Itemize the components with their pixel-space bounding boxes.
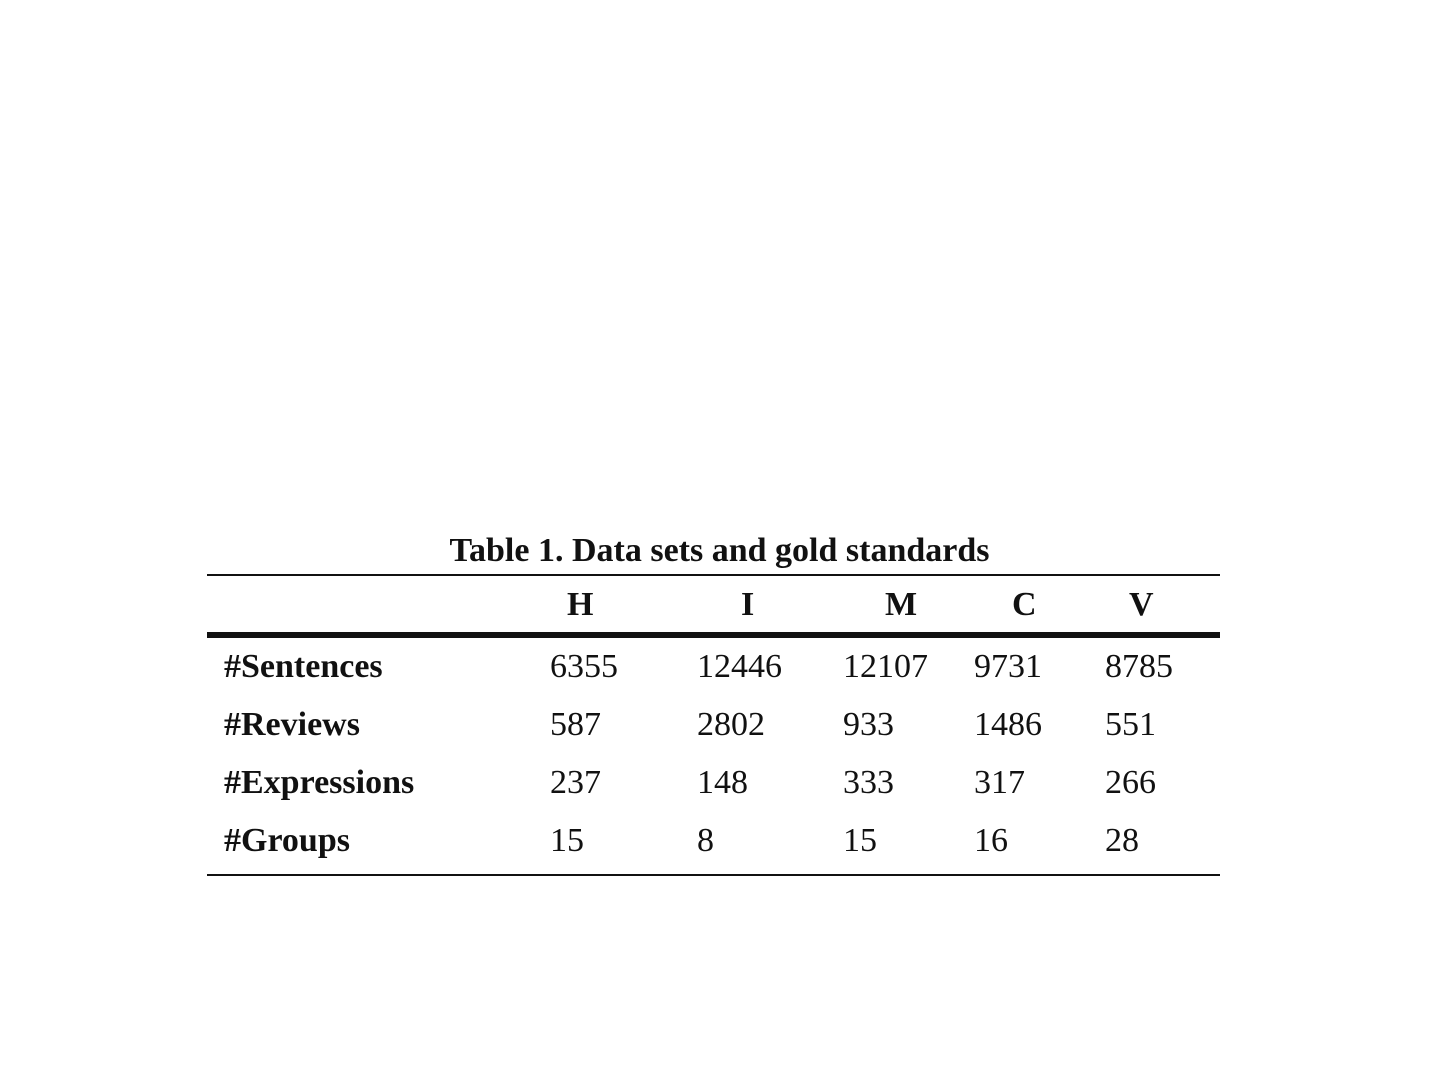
- table-cell: 1486: [974, 706, 1042, 743]
- table-cell: 266: [1105, 764, 1156, 801]
- row-label: #Groups: [224, 822, 350, 859]
- column-header-i: I: [741, 586, 755, 623]
- table-cell: 9731: [974, 648, 1042, 685]
- table-cell: 8785: [1105, 648, 1173, 685]
- table-body: #Sentences 6355 12446 12107 9731 8785 #R…: [207, 638, 1220, 874]
- row-label: #Sentences: [224, 648, 383, 685]
- row-label: #Expressions: [224, 764, 415, 801]
- table-cell: 148: [697, 764, 748, 801]
- header-rule: [207, 632, 1220, 638]
- table-cell: 2802: [697, 706, 765, 743]
- table-header-row: H I M C V: [207, 576, 1220, 632]
- table-caption: Table 1. Data sets and gold standards: [449, 532, 990, 569]
- table-cell: 12107: [843, 648, 928, 685]
- table-cell: 317: [974, 764, 1025, 801]
- table-cell: 933: [843, 706, 894, 743]
- column-header-v: V: [1129, 586, 1154, 623]
- column-header-h: H: [567, 586, 594, 623]
- table-cell: 15: [550, 822, 584, 859]
- table-row-groups: #Groups 15 8 15 16 28: [207, 812, 1220, 870]
- table-cell: 587: [550, 706, 601, 743]
- table-cell: 12446: [697, 648, 782, 685]
- column-header-m: M: [885, 586, 918, 623]
- column-header-c: C: [1012, 586, 1037, 623]
- table-row-sentences: #Sentences 6355 12446 12107 9731 8785: [207, 638, 1220, 696]
- table-cell: 28: [1105, 822, 1139, 859]
- table-cell: 16: [974, 822, 1008, 859]
- table-cell: 15: [843, 822, 877, 859]
- table-cell: 333: [843, 764, 894, 801]
- table-row-reviews: #Reviews 587 2802 933 1486 551: [207, 696, 1220, 754]
- table-cell: 8: [697, 822, 714, 859]
- table-cell: 551: [1105, 706, 1156, 743]
- data-sets-table: Table 1. Data sets and gold standards H …: [207, 528, 1220, 876]
- table-cell: 6355: [550, 648, 618, 685]
- row-label: #Reviews: [224, 706, 360, 743]
- table-row-expressions: #Expressions 237 148 333 317 266: [207, 754, 1220, 812]
- top-rule: [207, 574, 1220, 576]
- table-cell: 237: [550, 764, 601, 801]
- bottom-rule: [207, 874, 1220, 876]
